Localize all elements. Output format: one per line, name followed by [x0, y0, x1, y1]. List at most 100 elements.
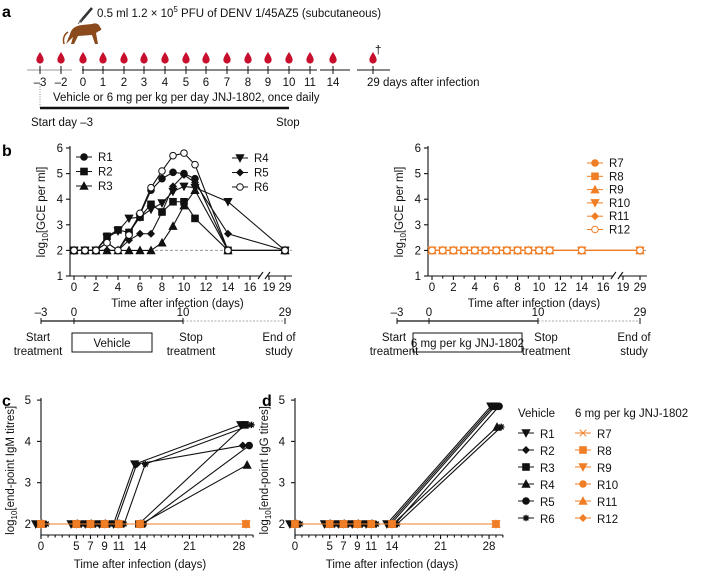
- series-line-R6: [300, 426, 502, 525]
- timeline-tick-label: 29: [634, 307, 647, 319]
- group-box-label: 6 mg per kg JNJ-1802: [411, 338, 524, 350]
- y-tick-label: 4: [279, 436, 286, 448]
- inoculum-text: 0.5 ml 1.2 × 105 PFU of DENV 1/45AZ5 (su…: [97, 5, 381, 20]
- series-line-R5: [44, 445, 250, 525]
- legend-marker-R4: [521, 479, 531, 488]
- y-label-prefix: log: [36, 242, 48, 257]
- data-point-R12: [114, 519, 123, 529]
- data-point-R12: [460, 246, 468, 255]
- x-tick-label: 12: [554, 282, 567, 294]
- blood-drop-icon: [244, 52, 252, 64]
- regimen-text: Vehicle or 6 mg per kg per day JNJ-1802,…: [53, 92, 320, 104]
- y-label-sub: 10: [10, 510, 19, 519]
- data-point-R5: [157, 207, 167, 217]
- legend-label-R12: R12: [597, 514, 618, 526]
- x-tick-label: 16: [597, 282, 610, 294]
- legend-marker-R11: [590, 212, 600, 221]
- legend-label-R7: R7: [609, 158, 624, 170]
- data-point-R12: [491, 519, 500, 529]
- day-label: 9: [265, 77, 271, 89]
- start-label: Start day –3: [31, 117, 93, 129]
- timeline-tick-label: 0: [71, 307, 77, 319]
- series-R2-vehicle: R2: [287, 402, 555, 529]
- blood-drop-icon: [329, 52, 337, 64]
- x-tick-label: 29: [279, 282, 292, 294]
- x-tick-label: 8: [159, 282, 165, 294]
- series-line-R4: [42, 464, 248, 525]
- series-R3-vehicle: R3: [290, 402, 555, 528]
- legend-label-R4: R4: [540, 480, 555, 492]
- series-R1-vehicle: R1: [285, 402, 555, 529]
- stop-label: Stop: [276, 117, 300, 129]
- x-tick-label: 0: [292, 541, 298, 553]
- x-tick-label: 12: [200, 282, 213, 294]
- data-point-R2: [238, 441, 247, 450]
- data-point-R6: [169, 151, 177, 160]
- end-label: End of: [617, 332, 651, 344]
- data-point-R5: [245, 441, 254, 450]
- legend-label-R3: R3: [98, 181, 113, 193]
- legend-label-R1: R1: [98, 152, 113, 164]
- x-tick-label: 2: [93, 282, 99, 294]
- x-tick-label: 14: [222, 282, 235, 294]
- data-point-R4: [102, 233, 112, 243]
- data-point-R6: [103, 238, 111, 247]
- blood-drop-icon: [369, 52, 377, 64]
- y-axis-label: log10[end-point IgM titres]: [5, 406, 19, 535]
- series-line-R3: [39, 424, 246, 525]
- y-label-suffix: [GCE per ml]: [394, 167, 406, 233]
- data-point-R5: [223, 229, 233, 238]
- x-axis-label: Time after infection (days): [111, 298, 244, 310]
- legend-label-R4: R4: [254, 153, 269, 165]
- data-point-R4: [157, 199, 167, 208]
- x-tick-label: 16: [244, 282, 257, 294]
- legend-marker-R7: [591, 159, 599, 167]
- legend-label-R2: R2: [540, 446, 555, 458]
- data-point-R6: [158, 167, 166, 175]
- dagger-symbol: †: [375, 45, 381, 57]
- timeline-tick-label: –3: [391, 307, 404, 319]
- y-label-prefix: log: [394, 242, 406, 257]
- legend-marker-R3: [522, 463, 530, 471]
- y-tick-label: 6: [57, 143, 63, 155]
- x-tick-label: 0: [71, 282, 77, 294]
- monkey-icon: [62, 23, 102, 45]
- legend-marker-R8: [579, 446, 587, 454]
- group-box-label: Vehicle: [93, 338, 130, 350]
- series-R6: R6: [70, 149, 289, 255]
- y-tick-label: 2: [415, 245, 421, 257]
- final-day-label: 29 days after infection: [367, 77, 480, 89]
- data-point-R12: [492, 246, 501, 255]
- y-tick-label: 2: [57, 245, 63, 257]
- data-point-R3: [146, 245, 156, 255]
- y-axis-label: log10[GCE per ml]: [36, 167, 50, 258]
- blood-drop-icon: [140, 52, 148, 64]
- legend-marker-R5: [522, 497, 530, 505]
- day-label: 4: [162, 77, 169, 89]
- data-point-R12: [290, 519, 300, 529]
- x-tick-label: 5: [73, 541, 79, 553]
- blood-drop-icon: [306, 52, 314, 64]
- axis-break-icon: [610, 271, 624, 280]
- group-box: [412, 332, 523, 353]
- data-point-R12: [367, 519, 376, 529]
- x-tick-label: 21: [434, 541, 447, 553]
- legend-label-R12: R12: [609, 225, 630, 237]
- series-R5-vehicle: R5: [294, 402, 555, 528]
- blood-drop-icon: [36, 52, 44, 64]
- x-tick-label: 14: [134, 541, 147, 553]
- blood-drop-icon: [202, 52, 210, 64]
- blood-drop-icon: [120, 52, 128, 64]
- series-R12-treated: R12: [290, 513, 618, 529]
- legend-marker-R7: [579, 429, 587, 437]
- data-point-R12: [535, 246, 543, 255]
- series-R4-vehicle: [37, 460, 252, 528]
- series-R12-treated: [36, 519, 251, 529]
- legend-marker-R4: [235, 154, 245, 163]
- x-axis-label: Time after infection (days): [74, 559, 207, 571]
- data-point-R12: [242, 519, 251, 529]
- data-point-R4: [124, 214, 134, 224]
- legend-marker-R6: [522, 514, 530, 522]
- data-point-R6: [497, 423, 505, 431]
- legend-label-R9: R9: [597, 463, 612, 475]
